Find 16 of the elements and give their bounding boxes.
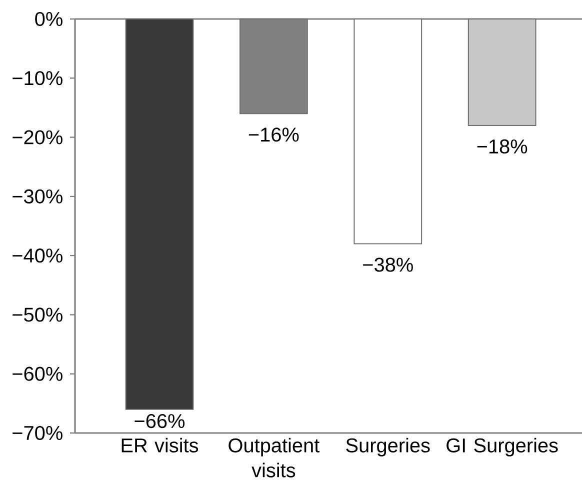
y-tick-label: −40% — [12, 248, 62, 263]
data-label: −18% — [477, 139, 528, 154]
x-tick-label: GI Surgeries — [446, 438, 558, 456]
data-label: −66% — [134, 414, 185, 428]
y-tick-label: −60% — [12, 366, 62, 381]
y-tick-label: −50% — [12, 308, 62, 322]
y-tick-label: −20% — [12, 130, 62, 144]
y-tick-label: 0% — [35, 12, 62, 26]
x-tick-label: Surgeries — [346, 438, 430, 456]
x-tick-label: Outpatient visits — [228, 438, 320, 478]
y-tick-label: −30% — [12, 189, 62, 204]
data-label: −38% — [363, 258, 413, 272]
data-label: −16% — [248, 128, 299, 142]
x-tick-label: ER visits — [122, 438, 198, 452]
y-tick-label: −10% — [12, 71, 62, 86]
y-tick-label: −70% — [12, 426, 62, 440]
